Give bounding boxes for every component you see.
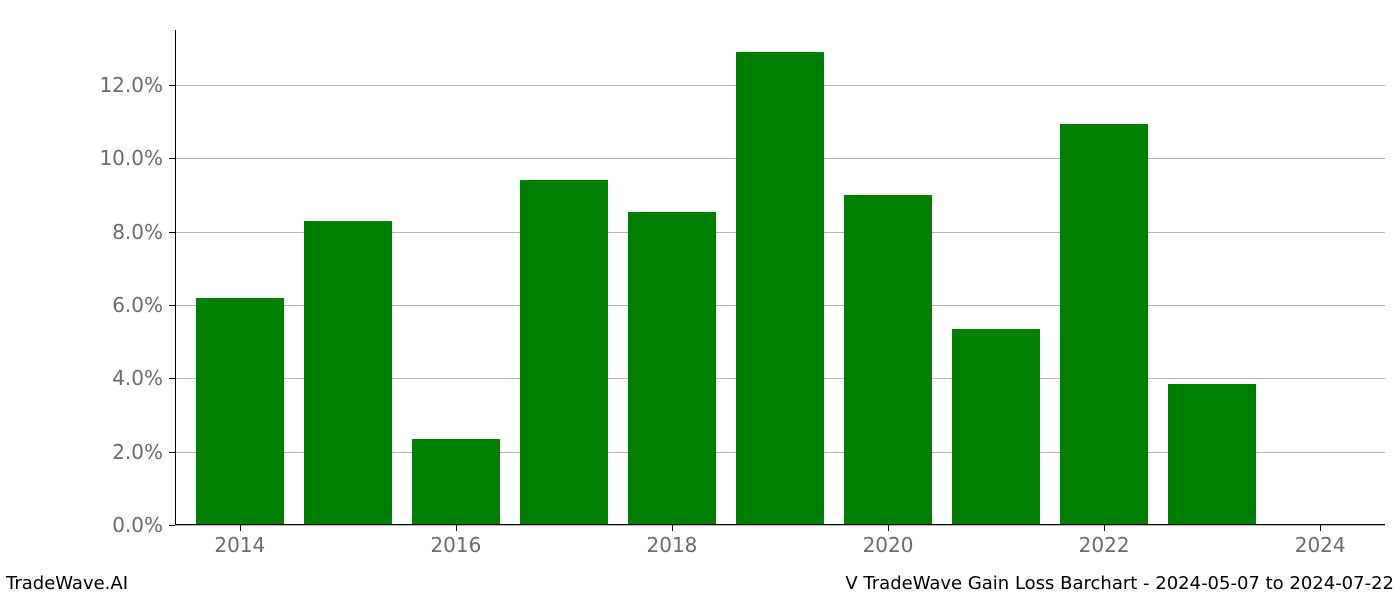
x-tick-mark xyxy=(240,525,241,531)
x-tick-label: 2018 xyxy=(647,533,698,557)
y-tick-mark xyxy=(169,525,175,526)
gridline xyxy=(175,525,1385,526)
x-tick-mark xyxy=(1320,525,1321,531)
bar xyxy=(628,212,717,526)
y-tick-label: 10.0% xyxy=(99,146,163,170)
bar xyxy=(520,180,609,525)
axis-spine-bottom xyxy=(175,524,1385,525)
footer-right-caption: V TradeWave Gain Loss Barchart - 2024-05… xyxy=(845,573,1394,594)
x-tick-label: 2016 xyxy=(430,533,481,557)
y-tick-label: 8.0% xyxy=(112,220,163,244)
bar xyxy=(304,221,393,525)
bar xyxy=(412,439,501,525)
x-tick-label: 2024 xyxy=(1295,533,1346,557)
bar xyxy=(952,329,1041,525)
y-tick-label: 0.0% xyxy=(112,513,163,537)
plot-area xyxy=(175,30,1385,525)
chart-figure: TradeWave.AI V TradeWave Gain Loss Barch… xyxy=(0,0,1400,600)
bar xyxy=(844,195,933,525)
y-tick-label: 4.0% xyxy=(112,366,163,390)
bar xyxy=(736,52,825,525)
x-tick-label: 2022 xyxy=(1079,533,1130,557)
axis-spine-left xyxy=(175,30,176,525)
x-tick-label: 2014 xyxy=(214,533,265,557)
y-tick-label: 12.0% xyxy=(99,73,163,97)
bar xyxy=(196,298,285,525)
x-tick-mark xyxy=(456,525,457,531)
y-tick-label: 2.0% xyxy=(112,440,163,464)
footer-left-label: TradeWave.AI xyxy=(6,573,128,594)
x-tick-mark xyxy=(1104,525,1105,531)
x-tick-mark xyxy=(888,525,889,531)
y-tick-label: 6.0% xyxy=(112,293,163,317)
x-tick-mark xyxy=(672,525,673,531)
bar xyxy=(1060,124,1149,526)
x-tick-label: 2020 xyxy=(863,533,914,557)
bar xyxy=(1168,384,1257,525)
